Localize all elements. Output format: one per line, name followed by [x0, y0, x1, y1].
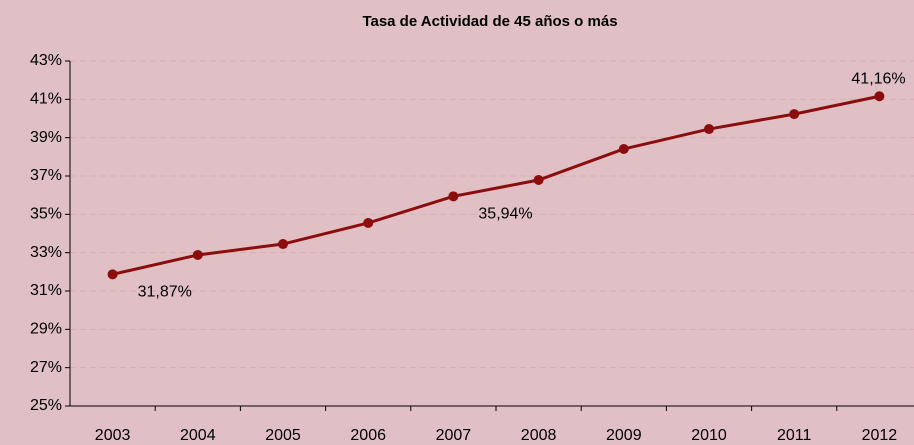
y-tick-label: 27%: [30, 359, 62, 376]
x-tick-label: 2003: [95, 427, 131, 444]
point: [448, 191, 459, 202]
point: [874, 91, 885, 102]
x-tick-label: 2005: [265, 427, 301, 444]
x-tick-label: 2006: [350, 427, 386, 444]
point: [278, 239, 288, 250]
x-tick-label: 2011: [777, 427, 812, 444]
data-label: 41,16%: [851, 70, 905, 87]
line: [112, 94, 880, 276]
y-tick-label: 35%: [30, 206, 62, 223]
chart-title: Tasa de Actividad de 45 años o más: [362, 13, 617, 30]
y-tick-label: 31%: [30, 282, 62, 299]
y-tick-label: 25%: [30, 397, 62, 414]
y-tick-label: 29%: [30, 321, 62, 338]
x-tick-label: 2004: [180, 427, 216, 444]
point: [192, 249, 203, 260]
data-label: 35,94%: [478, 206, 532, 223]
point: [789, 109, 800, 120]
x-tick-label: 2010: [691, 427, 727, 444]
y-tick-label: 41%: [30, 91, 62, 108]
data-label: 31,87%: [138, 284, 192, 301]
point: [618, 143, 629, 154]
y-tick-label: 39%: [30, 129, 62, 146]
point: [704, 124, 714, 135]
point: [533, 175, 544, 186]
y-tick-label: 37%: [30, 167, 62, 184]
x-tick-label: 2008: [521, 427, 557, 444]
y-tick-label: 43%: [30, 52, 62, 69]
point: [363, 217, 374, 228]
y-tick-label: 33%: [30, 244, 62, 261]
point: [107, 269, 118, 280]
x-tick-label: 2009: [606, 427, 642, 444]
x-tick-label: 2007: [436, 427, 472, 444]
x-tick-label: 2012: [862, 427, 898, 444]
